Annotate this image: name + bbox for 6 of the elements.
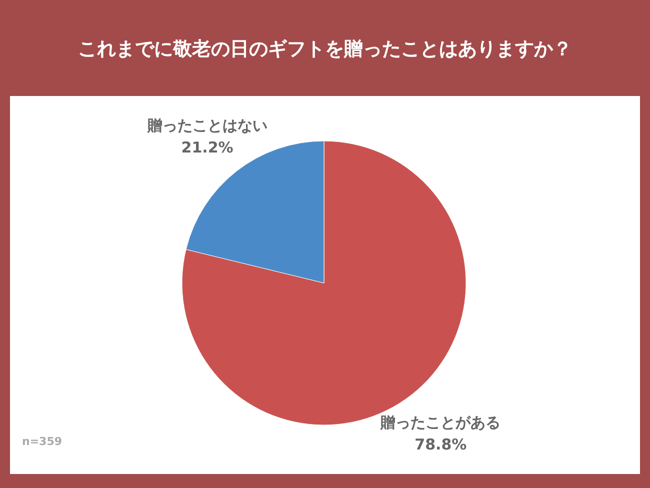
chart-title: これまでに敬老の日のギフトを贈ったことはありますか？ [78, 38, 572, 60]
text: n=359 [22, 435, 62, 448]
data-label: 78.8% [414, 436, 467, 454]
slice-label: 贈ったことはない [146, 116, 268, 134]
slice-label: 贈ったことがある [380, 414, 501, 432]
data-label: 21.2% [181, 138, 234, 156]
